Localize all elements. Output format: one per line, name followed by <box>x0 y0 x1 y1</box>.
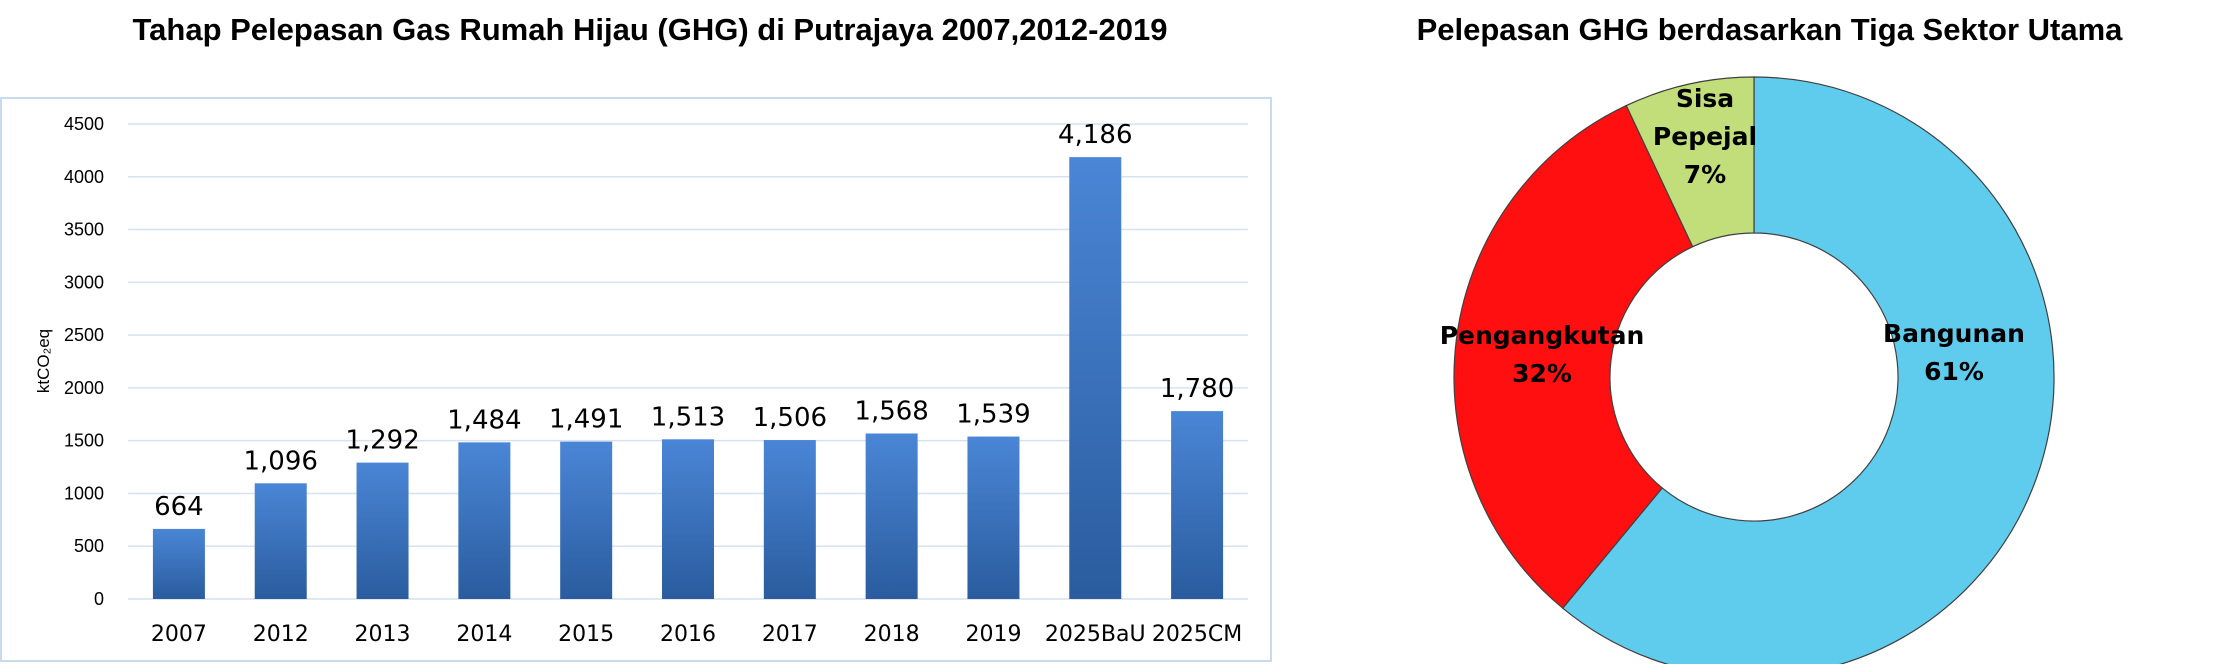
donut-chart-panel: Pelepasan GHG berdasarkan Tiga Sektor Ut… <box>1320 0 2219 664</box>
y-tick-label: 2500 <box>64 325 104 345</box>
data-label: 1,780 <box>1160 374 1234 404</box>
x-tick-label: 2014 <box>456 622 512 647</box>
bar <box>356 462 409 599</box>
bar <box>662 439 714 599</box>
data-label: 1,484 <box>447 405 521 435</box>
x-tick-label: 2017 <box>762 622 818 647</box>
y-tick-label: 1000 <box>64 483 104 503</box>
y-tick-label: 0 <box>94 589 104 609</box>
data-label: 1,568 <box>854 396 928 426</box>
x-tick-label: 2013 <box>355 622 411 647</box>
data-label: 1,513 <box>651 402 725 432</box>
data-label: 1,096 <box>244 446 318 476</box>
x-tick-label: 2016 <box>660 622 716 647</box>
x-tick-label: 2007 <box>151 622 207 647</box>
y-tick-label: 1500 <box>64 431 104 451</box>
data-label: 4,186 <box>1058 120 1132 150</box>
slice-label-sisa: Sisa Pepejal 7% <box>1653 84 1757 189</box>
donut-chart: Bangunan 61% Pengangkutan 32% Sisa Pepejal 7% <box>1440 76 2055 664</box>
x-tick-label: 2015 <box>558 622 614 647</box>
bar-chart: 0 500 1000 1500 2000 2500 3000 3500 4000 4500 664 2… <box>0 97 1272 662</box>
y-tick-label: 2000 <box>64 378 104 398</box>
x-tick-label: 2019 <box>965 622 1021 647</box>
bar <box>1069 157 1122 599</box>
y-tick-label: 500 <box>74 536 104 556</box>
slice-label-pengangkutan: Pengangkutan 32% <box>1440 321 1645 388</box>
x-tick-label: 2025CM <box>1152 622 1242 647</box>
donut-slice-bangunan <box>1561 76 2055 664</box>
donut-chart-title: Pelepasan GHG berdasarkan Tiga Sektor Ut… <box>1416 12 2123 47</box>
data-label: 1,491 <box>549 405 623 435</box>
donut-slice-sisa <box>1625 76 1755 248</box>
bar <box>560 441 613 599</box>
data-label: 1,539 <box>956 400 1030 430</box>
slice-label-bangunan: Bangunan 61% <box>1883 319 2025 386</box>
bar-chart-panel: Tahap Pelepasan Gas Rumah Hijau (GHG) di… <box>0 12 1272 662</box>
data-label: 1,292 <box>345 426 419 456</box>
data-label: 1,506 <box>753 403 827 433</box>
y-tick-label: 4000 <box>64 167 104 187</box>
y-axis-title: ktCO₂eq <box>34 329 53 393</box>
y-tick-label: 3000 <box>64 272 104 292</box>
bar-chart-title: Tahap Pelepasan Gas Rumah Hijau (GHG) di… <box>132 12 1168 47</box>
bar <box>152 528 205 599</box>
y-tick-label: 4500 <box>64 114 104 134</box>
x-tick-label: 2012 <box>253 622 309 647</box>
bar <box>763 440 816 599</box>
x-tick-label: 2018 <box>864 622 920 647</box>
x-tick-label: 2025BaU <box>1045 622 1146 647</box>
donut-slice-pengangkutan <box>1453 104 1694 609</box>
bar <box>254 483 307 599</box>
data-label: 664 <box>154 492 204 522</box>
y-tick-label: 3500 <box>64 220 104 240</box>
bar <box>1171 411 1224 599</box>
bar <box>865 433 918 599</box>
bar <box>967 436 1020 599</box>
plot-area-border <box>0 97 1272 662</box>
bar <box>458 442 511 599</box>
